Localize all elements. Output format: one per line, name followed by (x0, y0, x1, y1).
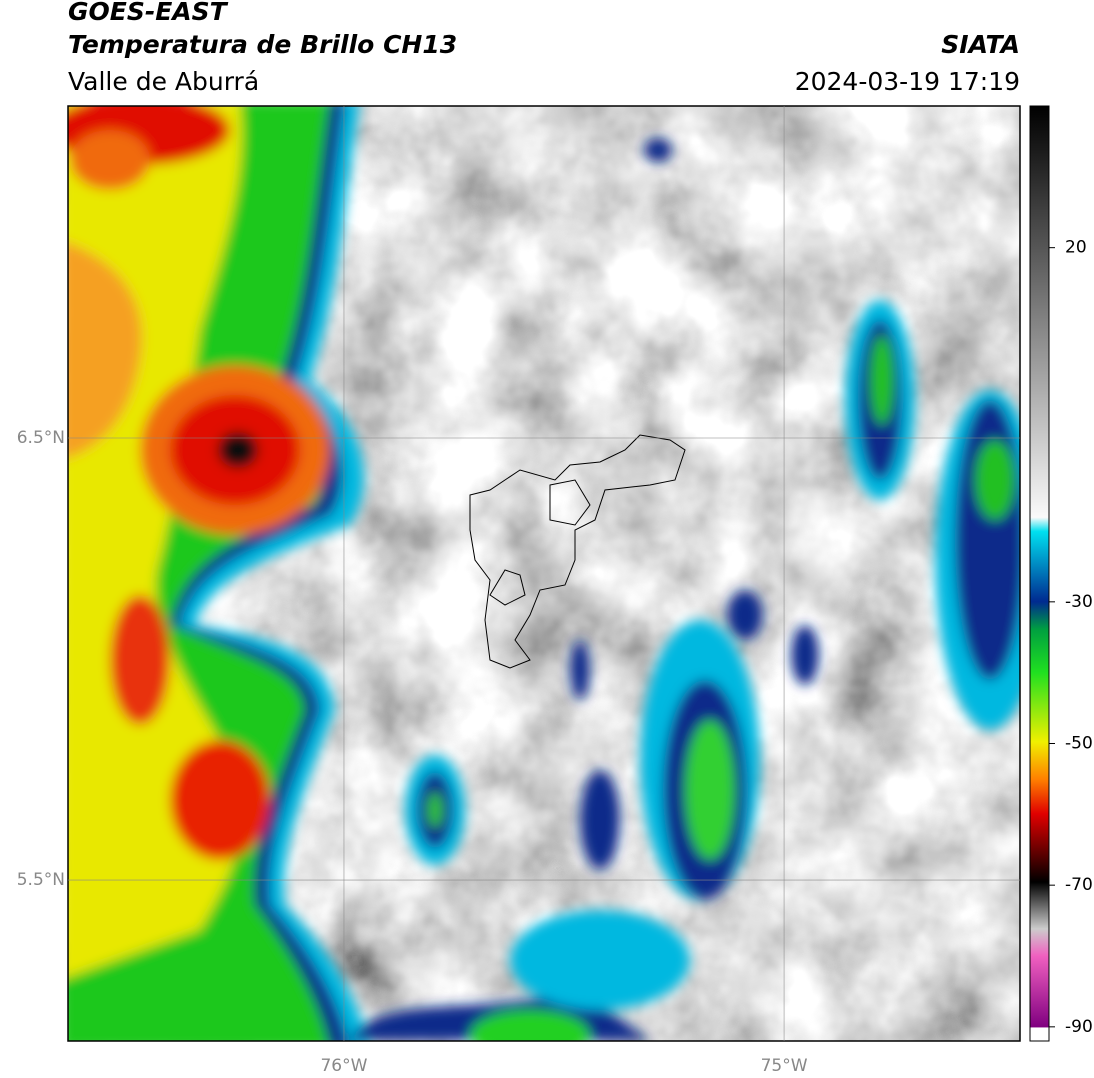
map-frame (67, 105, 1021, 1042)
x-tick-label: 75°W (761, 1056, 808, 1076)
subtitle: Temperatura de Brillo CH13 (68, 30, 457, 59)
x-tick-label: 76°W (320, 1056, 367, 1076)
satellite-image (68, 106, 1020, 1041)
y-tick-label: 6.5°N (17, 428, 65, 448)
region: Valle de Aburrá (68, 67, 259, 96)
title: GOES-EAST (68, 0, 229, 26)
colorbar-tick-label: -30 (1065, 592, 1093, 612)
colorbar-tick-label: -50 (1065, 734, 1093, 754)
colorbar-tick-label: -70 (1065, 875, 1093, 895)
datetime: 2024-03-19 17:19 (795, 67, 1020, 96)
colorbar (1029, 105, 1050, 1042)
source: SIATA (941, 30, 1020, 59)
colorbar-tick-label: 20 (1065, 238, 1087, 258)
y-tick-label: 5.5°N (17, 870, 65, 890)
colorbar-tick-label: -90 (1065, 1017, 1093, 1037)
